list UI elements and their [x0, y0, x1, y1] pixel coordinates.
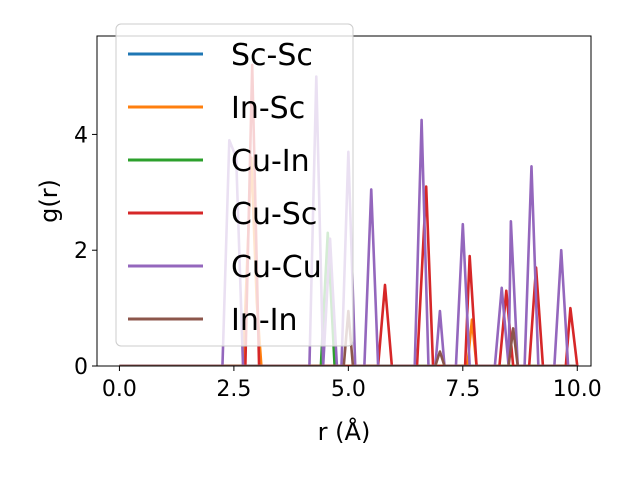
- y-axis-label: g(r): [35, 179, 63, 223]
- legend-label-in-sc: In-Sc: [231, 91, 305, 126]
- x-tick-label: 0.0: [102, 377, 137, 402]
- x-tick-label: 10.0: [553, 377, 602, 402]
- legend-label-sc-sc: Sc-Sc: [231, 38, 313, 73]
- legend: Sc-Sc In-Sc Cu-In Cu-Sc Cu-Cu In-In: [115, 23, 354, 347]
- y-tick-label: 0: [74, 355, 88, 380]
- x-axis-label: r (Å): [318, 417, 371, 446]
- x-tick-label: 2.5: [216, 377, 251, 402]
- x-axis: 0.0 2.5 5.0 7.5 10.0: [102, 366, 602, 402]
- y-axis: 0 2 4: [74, 123, 97, 380]
- y-tick-label: 2: [74, 239, 88, 264]
- legend-label-cu-cu: Cu-Cu: [231, 250, 322, 285]
- legend-label-cu-sc: Cu-Sc: [231, 197, 317, 232]
- y-tick-label: 4: [74, 123, 88, 148]
- x-tick-label: 5.0: [331, 377, 366, 402]
- legend-label-cu-in: Cu-In: [231, 144, 310, 179]
- x-tick-label: 7.5: [445, 377, 480, 402]
- legend-label-in-in: In-In: [231, 303, 298, 338]
